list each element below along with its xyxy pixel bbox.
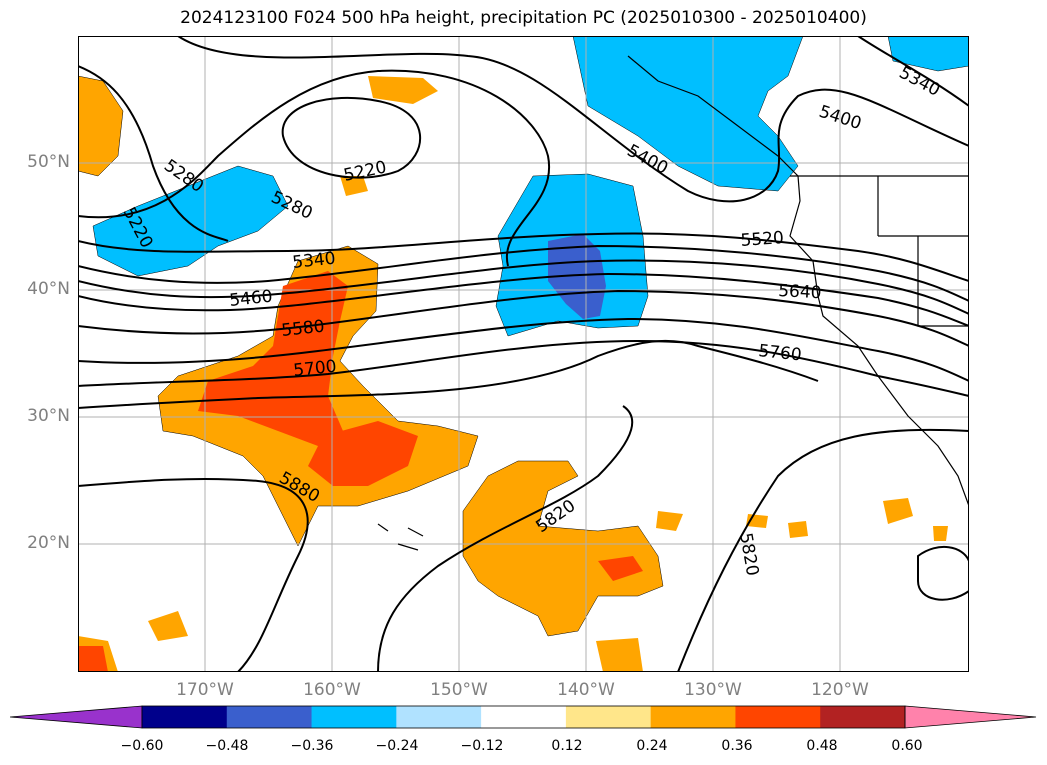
contour-5640 bbox=[78, 289, 969, 347]
contour-5800 bbox=[78, 339, 819, 409]
contour-5280 bbox=[78, 69, 551, 267]
colorbar-segment bbox=[481, 706, 567, 728]
colorbar-segment bbox=[820, 706, 906, 728]
contour-5400 bbox=[177, 36, 969, 203]
contour-label: 5640 bbox=[778, 281, 822, 303]
colorbar-tick-label: −0.60 bbox=[120, 738, 164, 754]
colorbar-segment bbox=[142, 706, 228, 728]
strong-negative-core bbox=[548, 234, 606, 319]
contour-5760 bbox=[78, 339, 969, 397]
positive-region-north bbox=[368, 76, 438, 104]
contour-ring-se bbox=[917, 545, 969, 601]
lat-label-50n: 50°N bbox=[27, 152, 70, 172]
precipitation-shading bbox=[78, 36, 969, 672]
lon-label-170w: 170°W bbox=[176, 680, 234, 700]
colorbar-frame bbox=[141, 705, 906, 729]
height-contours bbox=[78, 36, 969, 672]
lon-label-140w: 140°W bbox=[557, 680, 615, 700]
map-frame bbox=[78, 36, 969, 672]
contour-5220-west bbox=[78, 65, 229, 242]
contour-label: 5700 bbox=[292, 357, 337, 381]
colorbar-segment bbox=[565, 706, 652, 728]
lon-label-130w: 130°W bbox=[684, 680, 742, 700]
colorbar-tick-label: 0.24 bbox=[636, 738, 668, 754]
negative-region-west bbox=[92, 165, 289, 277]
colorbar-tick-label: 0.36 bbox=[721, 738, 753, 754]
colorbar-segment bbox=[735, 706, 821, 728]
contour-5520 bbox=[78, 259, 969, 315]
contour-5700 bbox=[78, 317, 969, 382]
positive-region-main-red-b bbox=[308, 421, 418, 486]
colorbar-tick-label: 0.60 bbox=[891, 738, 923, 754]
colorbar-tick-label: −0.36 bbox=[290, 738, 334, 754]
contour-label: 5580 bbox=[280, 317, 325, 341]
positive-region-sw-red bbox=[78, 646, 108, 672]
contour-5340 bbox=[78, 232, 969, 282]
contour-5820-s bbox=[377, 405, 634, 672]
colorbar-segment bbox=[226, 706, 313, 728]
colorbar-segment bbox=[311, 706, 397, 728]
coastlines bbox=[377, 55, 969, 551]
contour-label: 5340 bbox=[291, 249, 336, 273]
contour-label: 5460 bbox=[228, 287, 273, 311]
contour-5820-e bbox=[677, 428, 969, 672]
contour-5340-ne bbox=[857, 36, 969, 107]
positive-region-south bbox=[462, 460, 664, 637]
positive-region-small-f bbox=[933, 526, 948, 541]
lat-label-40n: 40°N bbox=[27, 279, 70, 299]
colorbar-tick-label: 0.12 bbox=[551, 738, 583, 754]
colorbar-segment bbox=[396, 706, 482, 728]
contour-label: 5520 bbox=[740, 228, 785, 251]
positive-region-small-a bbox=[340, 176, 368, 196]
positive-region-sw-a bbox=[148, 611, 188, 641]
positive-region-small-e bbox=[883, 498, 913, 524]
lon-label-160w: 160°W bbox=[303, 680, 361, 700]
positive-region-main-red bbox=[198, 271, 348, 446]
contour-5580 bbox=[78, 272, 969, 327]
map-title: 2024123100 F024 500 hPa height, precipit… bbox=[180, 8, 867, 28]
colorbar-tick-label: −0.24 bbox=[375, 738, 419, 754]
negative-region-northeast bbox=[572, 36, 804, 192]
lon-label-120w: 120°W bbox=[811, 680, 869, 700]
colorbar-tick-label: −0.12 bbox=[460, 738, 504, 754]
positive-region-south-red bbox=[598, 556, 643, 581]
colorbar-tick-label: 0.48 bbox=[806, 738, 838, 754]
colorbar-tick-label: −0.48 bbox=[205, 738, 249, 754]
positive-region-bottom bbox=[596, 638, 643, 672]
colorbar bbox=[10, 705, 1037, 729]
contour-5880 bbox=[78, 477, 309, 672]
contour-5220-low bbox=[281, 97, 421, 179]
lat-label-30n: 30°N bbox=[27, 406, 70, 426]
colorbar-extend-high bbox=[904, 705, 1037, 729]
map-panel: 5220 5280 5220 5280 5400 5400 5340 5520 … bbox=[78, 36, 969, 672]
colorbar-extend-low bbox=[10, 705, 143, 729]
positive-region-small-d bbox=[788, 521, 808, 538]
colorbar-segment bbox=[650, 706, 736, 728]
contour-label: 5760 bbox=[757, 341, 802, 365]
lat-label-20n: 20°N bbox=[27, 533, 70, 553]
positive-region-small-b bbox=[656, 511, 683, 531]
contour-5460 bbox=[78, 244, 969, 302]
lon-label-150w: 150°W bbox=[430, 680, 488, 700]
